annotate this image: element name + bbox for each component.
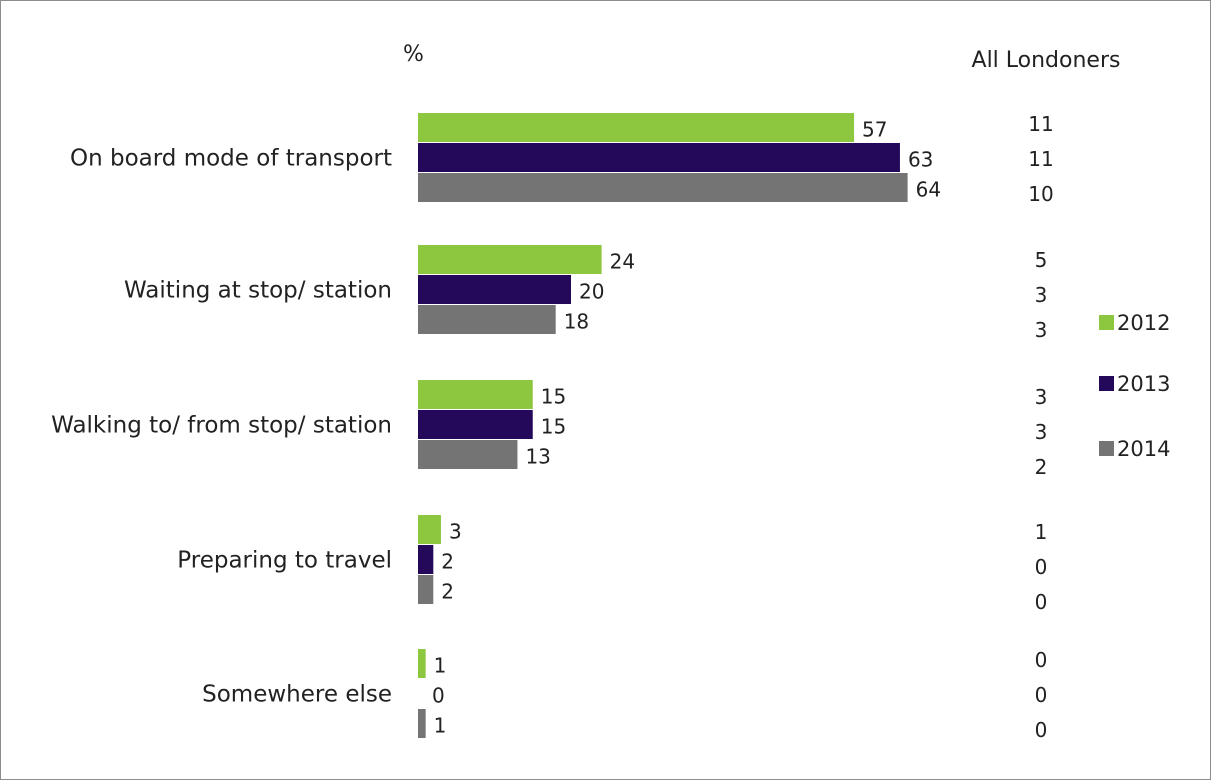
all-londoners-value: 2 xyxy=(1035,455,1048,479)
all-londoners-value: 3 xyxy=(1035,420,1048,444)
legend-label-2013: 2013 xyxy=(1117,372,1170,396)
bar-value-label: 0 xyxy=(432,684,445,708)
legend-swatch-2012 xyxy=(1099,315,1114,330)
bar-2013 xyxy=(418,143,900,172)
category-label: Preparing to travel xyxy=(177,548,392,574)
category-label: Somewhere else xyxy=(202,682,392,708)
bar-2014 xyxy=(418,440,518,469)
bar-2014 xyxy=(418,575,434,604)
all-londoners-value: 3 xyxy=(1035,318,1048,342)
bar-value-label: 15 xyxy=(541,415,566,439)
bar-2014 xyxy=(418,173,908,202)
category-label: On board mode of transport xyxy=(70,146,392,172)
all-londoners-value: 0 xyxy=(1035,590,1048,614)
all-londoners-value: 0 xyxy=(1035,648,1048,672)
category-labels: On board mode of transport Waiting at sto… xyxy=(51,146,392,708)
all-londoners-value: 3 xyxy=(1035,385,1048,409)
bar-value-label: 18 xyxy=(564,310,589,334)
side-column-title: All Londoners xyxy=(972,48,1121,73)
bar-value-label: 2 xyxy=(441,580,454,604)
bar-value-label: 24 xyxy=(610,250,635,274)
bar-value-label: 13 xyxy=(525,445,550,469)
bar-value-label: 3 xyxy=(449,520,462,544)
bar-value-label: 63 xyxy=(908,148,933,172)
bar-value-label: 15 xyxy=(541,385,566,409)
category-label: Walking to/ from stop/ station xyxy=(51,413,392,439)
bar-value-label: 20 xyxy=(579,280,604,304)
bar-2012 xyxy=(418,113,855,142)
bar-2014 xyxy=(418,305,556,334)
category-label: Waiting at stop/ station xyxy=(124,278,392,304)
all-londoners-value: 11 xyxy=(1028,112,1053,136)
all-londoners-value: 11 xyxy=(1028,147,1053,171)
all-londoners-value: 10 xyxy=(1028,182,1053,206)
bar-2012 xyxy=(418,245,602,274)
bar-2014 xyxy=(418,709,426,738)
all-londoners-value: 0 xyxy=(1035,683,1048,707)
legend: 2012 2013 2014 xyxy=(1099,311,1170,461)
bar-group xyxy=(418,113,908,738)
bar-2013 xyxy=(418,275,571,304)
bar-value-label: 1 xyxy=(434,654,447,678)
legend-swatch-2013 xyxy=(1099,376,1114,391)
all-londoners-value: 0 xyxy=(1035,718,1048,742)
all-londoners-value: 5 xyxy=(1035,248,1048,272)
all-londoners-value: 0 xyxy=(1035,555,1048,579)
value-axis-label: % xyxy=(403,42,424,67)
bar-value-label: 64 xyxy=(916,178,941,202)
bar-value-label: 1 xyxy=(434,714,447,738)
all-londoners-value: 1 xyxy=(1035,520,1048,544)
bar-2012 xyxy=(418,649,426,678)
bar-2012 xyxy=(418,515,441,544)
bar-2013 xyxy=(418,545,434,574)
legend-label-2014: 2014 xyxy=(1117,437,1170,461)
all-londoners-value: 3 xyxy=(1035,283,1048,307)
legend-label-2012: 2012 xyxy=(1117,311,1170,335)
bar-value-label: 57 xyxy=(862,118,887,142)
bar-2013 xyxy=(418,410,533,439)
legend-swatch-2014 xyxy=(1099,441,1114,456)
bar-value-label: 2 xyxy=(441,550,454,574)
bar-2012 xyxy=(418,380,533,409)
